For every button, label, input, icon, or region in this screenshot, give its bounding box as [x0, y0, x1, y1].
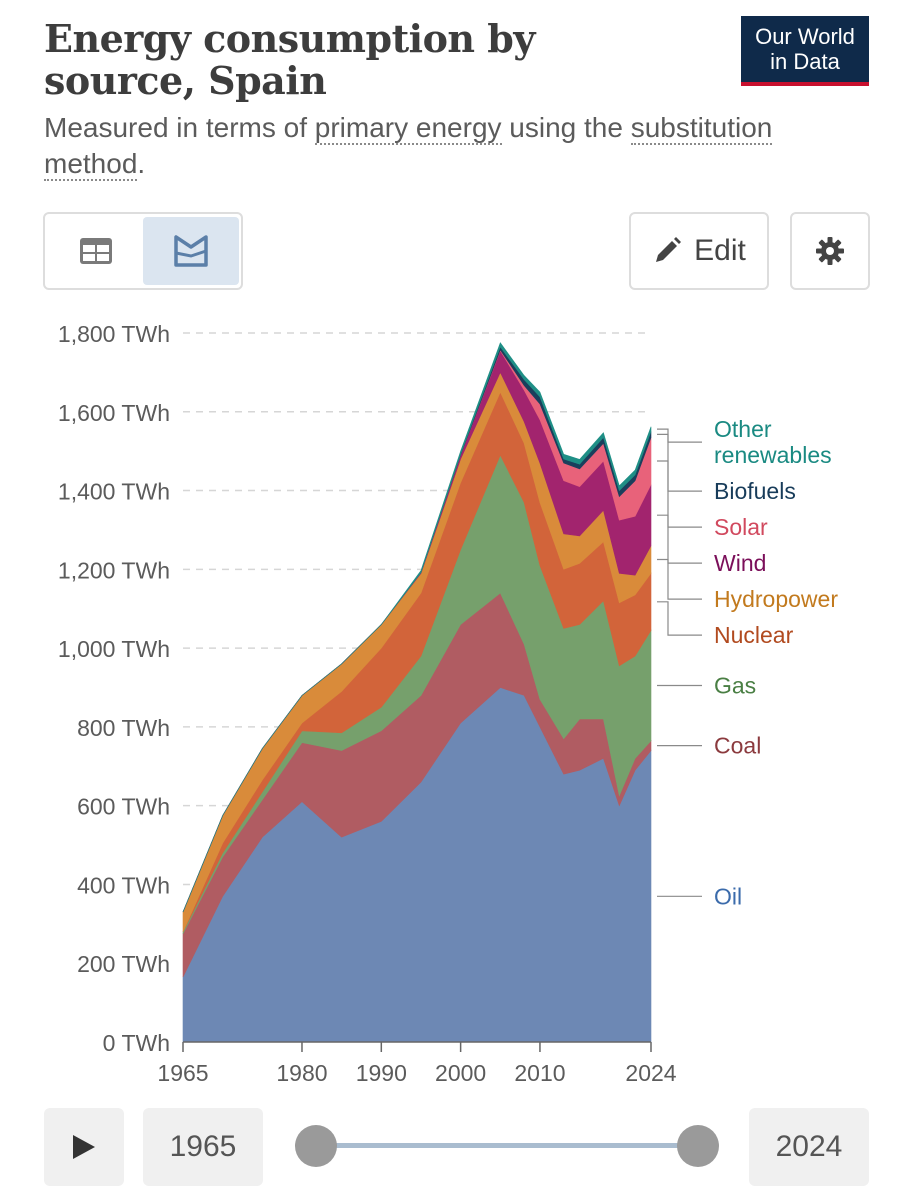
legend-connector [657, 460, 702, 528]
x-tick-label: 2024 [625, 1060, 676, 1086]
play-icon [73, 1135, 95, 1159]
edit-button[interactable]: Edit [629, 212, 769, 290]
legend-label-solar[interactable]: Solar [714, 514, 768, 540]
y-tick-label: 1,800 TWh [58, 321, 170, 347]
page-title: Energy consumption by source, Spain [44, 16, 535, 103]
table-tab[interactable] [48, 217, 144, 285]
legend-label-coal[interactable]: Coal [714, 733, 761, 759]
legend-connector [657, 558, 702, 600]
pencil-icon [656, 237, 682, 262]
x-tick-label: 1965 [157, 1060, 208, 1086]
subtitle-text-3: . [137, 148, 146, 179]
legend-connector [657, 601, 702, 636]
y-tick-label: 1,400 TWh [58, 479, 170, 505]
legend-label-oil[interactable]: Oil [714, 883, 742, 909]
legend-connector [657, 514, 702, 564]
x-tick-label: 1980 [276, 1060, 327, 1086]
legend-label-nuclear[interactable]: Nuclear [714, 622, 794, 648]
view-toggle [43, 212, 243, 290]
end-year-box[interactable]: 2024 [749, 1108, 869, 1186]
energy-area-chart: 0 TWh 200 TWh 400 TWh 600 TWh 800 TWh 1,000 T… [58, 321, 838, 1086]
x-tick-label: 2000 [435, 1060, 486, 1086]
owid-logo[interactable]: Our World in Data [741, 16, 869, 86]
legend-label-gas[interactable]: Gas [714, 673, 756, 699]
timeline-end-handle[interactable] [677, 1125, 719, 1167]
gear-icon [816, 237, 844, 265]
y-tick-label: 1,000 TWh [58, 636, 170, 662]
y-tick-label: 1,600 TWh [58, 400, 170, 426]
chart-tab[interactable] [143, 217, 239, 285]
edit-label: Edit [694, 234, 746, 267]
subtitle-text-1: Measured in terms of [44, 112, 315, 143]
x-axis: 1965 1980 1990 2000 2010 2024 [157, 1041, 677, 1086]
x-tick-label: 2010 [514, 1060, 565, 1086]
y-tick-label: 400 TWh [77, 872, 170, 898]
primary-energy-link[interactable]: primary energy [314, 112, 502, 145]
legend-connector [657, 433, 702, 492]
chart-areas [182, 342, 652, 1043]
timeline-start-handle[interactable] [295, 1125, 337, 1167]
play-button[interactable] [44, 1108, 124, 1186]
y-tick-label: 600 TWh [77, 794, 170, 820]
timeline-slider-track[interactable] [316, 1143, 698, 1148]
y-tick-label: 200 TWh [77, 951, 170, 977]
area-other-renewables[interactable] [182, 342, 652, 913]
legend-label-other-renewables[interactable]: renewables [714, 442, 832, 468]
chart-icon [174, 235, 208, 267]
x-tick-label: 1990 [356, 1060, 407, 1086]
subtitle-text-2: using the [501, 112, 631, 143]
legend-connector [657, 428, 702, 443]
settings-button[interactable] [790, 212, 870, 290]
legend-label-other-renewables[interactable]: Other [714, 416, 772, 442]
y-tick-label: 0 TWh [103, 1030, 170, 1056]
legend-label-biofuels[interactable]: Biofuels [714, 478, 796, 504]
chart-subtitle: Measured in terms of primary energy usin… [44, 110, 864, 182]
y-tick-label: 800 TWh [77, 715, 170, 741]
logo-line-1: Our World [755, 24, 855, 49]
start-year-box[interactable]: 1965 [143, 1108, 263, 1186]
table-icon [80, 238, 112, 264]
substitution-method-link[interactable]: substitution method [44, 112, 773, 181]
y-axis: 0 TWh 200 TWh 400 TWh 600 TWh 800 TWh 1,000 T… [58, 321, 170, 1056]
y-tick-label: 1,200 TWh [58, 557, 170, 583]
logo-line-2: in Data [770, 49, 840, 74]
legend-label-wind[interactable]: Wind [714, 550, 766, 576]
legend-label-hydropower[interactable]: Hydropower [714, 586, 838, 612]
